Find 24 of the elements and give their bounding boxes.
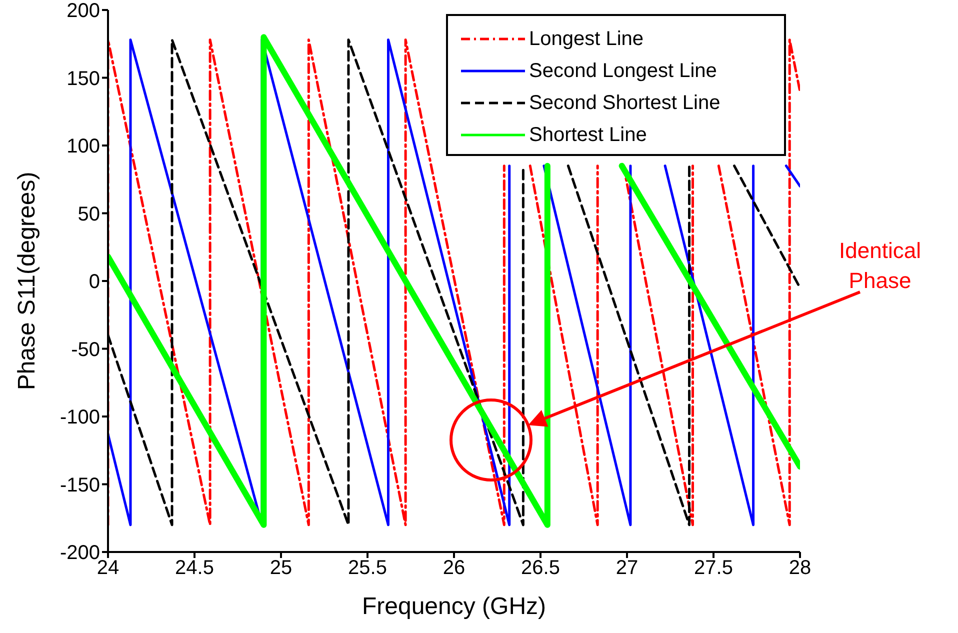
y-axis-title: Phase S11(degrees) <box>14 172 41 390</box>
y-tick-label: 200 <box>66 0 100 22</box>
y-tick-label: -150 <box>60 474 100 496</box>
x-tick-label: 26.5 <box>521 557 560 580</box>
x-tick-label: 27 <box>616 557 638 580</box>
y-tick-label: 0 <box>88 271 100 294</box>
y-tick-label: -100 <box>60 406 100 429</box>
text: Identical Phase <box>839 238 921 293</box>
legend-label: Second Shortest Line <box>529 92 720 114</box>
y-tick-label: -50 <box>71 338 100 361</box>
x-tick-label: 24 <box>96 557 120 580</box>
y-tick-label: 100 <box>66 136 100 158</box>
y-tick-label: 150 <box>66 68 100 90</box>
legend-label: Second Longest Line <box>529 60 717 82</box>
x-tick-label: 25.5 <box>348 557 387 580</box>
legend-label: Shortest Line <box>529 124 647 146</box>
x-tick-label: 28 <box>788 557 812 580</box>
x-tick-label: 24.5 <box>175 557 214 580</box>
x-tick-label: 25 <box>270 557 292 580</box>
y-tick-label: 50 <box>78 203 100 226</box>
x-tick-label: 26 <box>442 557 466 580</box>
x-axis-title: Frequency (GHz) <box>362 593 546 620</box>
legend-label: Longest Line <box>529 28 644 50</box>
x-tick-label: 27.5 <box>694 557 733 580</box>
